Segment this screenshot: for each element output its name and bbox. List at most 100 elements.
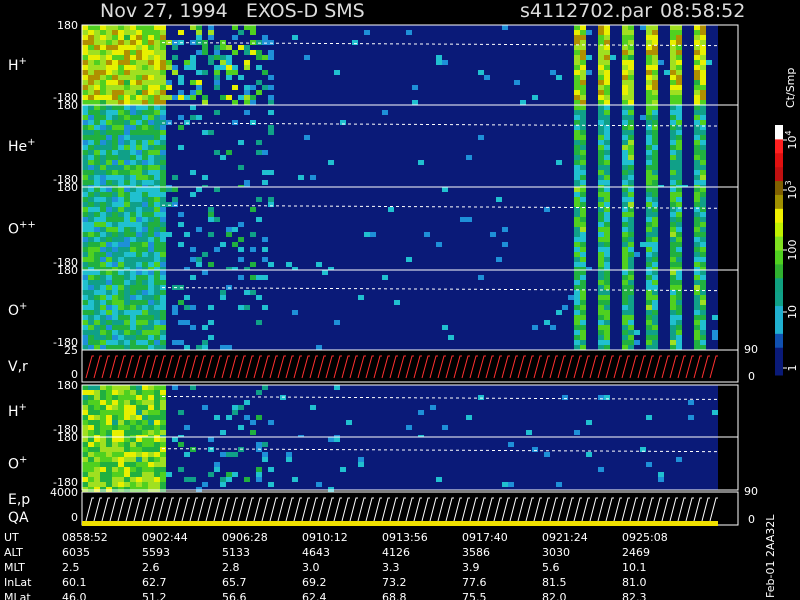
spectrogram-cell [628, 202, 634, 207]
panel-label: O+ [8, 455, 27, 473]
table-cell: 0913:56 [382, 531, 428, 544]
spectrogram-cell [694, 135, 700, 140]
spectrogram-cell [148, 290, 154, 295]
spectrogram-cell [124, 425, 130, 430]
spectrogram-cell [622, 237, 628, 242]
spectrogram-cell [676, 202, 682, 207]
spectrogram-cell [622, 35, 628, 40]
trace [101, 355, 110, 379]
trace [253, 497, 262, 522]
spectrogram-cell [652, 120, 658, 125]
spectrogram-cell [652, 270, 658, 275]
spectrogram-cell [112, 60, 118, 65]
spectrogram-cell [670, 135, 676, 140]
spectrogram-cell [118, 90, 124, 95]
spectrogram-cell [124, 197, 130, 202]
spectrogram-cell [670, 187, 676, 192]
spectrogram-cell [670, 270, 676, 275]
spectrogram-cell [628, 280, 634, 285]
spectrogram-cell [94, 165, 100, 170]
spectrogram-cell [100, 285, 106, 290]
spectrogram-cell [160, 425, 166, 430]
spectrogram-cell [700, 295, 706, 300]
spectrogram-cell [88, 105, 94, 110]
spectrogram-cell [160, 395, 166, 400]
spectrogram-cell [238, 45, 244, 50]
spectrogram-cell [220, 430, 226, 435]
spectrogram-cell [94, 45, 100, 50]
spectrogram-cell [670, 40, 676, 45]
spectrogram-cell [694, 95, 700, 100]
spectrogram-cell [124, 335, 130, 340]
spectrogram-cell [118, 180, 124, 185]
spectrogram-cell [208, 25, 214, 30]
spectrogram-cell [124, 95, 130, 100]
spectrogram-cell [652, 80, 658, 85]
spectrogram-cell [106, 280, 112, 285]
spectrogram-cell [190, 90, 196, 95]
spectrogram-cell [130, 437, 136, 442]
table-cell: 2.6 [142, 561, 160, 574]
spectrogram-cell [124, 415, 130, 420]
spectrogram-cell [628, 252, 634, 257]
spectrogram-cell [694, 80, 700, 85]
spectrogram-cell [118, 472, 124, 477]
spectrogram-cell [634, 340, 640, 345]
spectrogram-cell [256, 477, 262, 482]
colorbar-segment [775, 125, 783, 140]
spectrogram-cell [160, 290, 166, 295]
spectrogram-cell [94, 395, 100, 400]
spectrogram-cell [598, 207, 604, 212]
spectrogram-cell [136, 335, 142, 340]
spectrogram-cell [142, 390, 148, 395]
spectrogram-cell [676, 237, 682, 242]
trace [381, 497, 390, 522]
spectrogram-cell [622, 60, 628, 65]
spectrogram-cell [622, 290, 628, 295]
spectrogram-cell [88, 40, 94, 45]
spectrogram-cell [550, 325, 556, 330]
spectrogram-cell [646, 237, 652, 242]
spectrogram-cell [160, 100, 166, 105]
spectrogram-cell [130, 130, 136, 135]
spectrogram-cell [112, 135, 118, 140]
spectrogram-cell [622, 140, 628, 145]
spectrogram-cell [160, 207, 166, 212]
spectrogram-cell [82, 180, 88, 185]
table-cell: 77.6 [462, 576, 487, 589]
spectrogram-cell [580, 262, 586, 267]
spectrogram-cell [142, 125, 148, 130]
trace [109, 497, 118, 522]
spectrogram-cell [568, 295, 574, 300]
spectrogram-cell [268, 170, 274, 175]
spectrogram-cell [136, 120, 142, 125]
spectrogram-cell [94, 325, 100, 330]
spectrogram-cell [580, 80, 586, 85]
spectrogram-cell [112, 140, 118, 145]
spectrogram-cell [154, 462, 160, 467]
spectrogram-cell [250, 262, 256, 267]
spectrogram-cell [112, 75, 118, 80]
spectrogram-cell [604, 262, 610, 267]
spectrogram-cell [112, 180, 118, 185]
spectrogram-cell [190, 385, 196, 390]
spectrogram-cell [220, 65, 226, 70]
spectrogram-cell [160, 45, 166, 50]
spectrogram-cell [148, 187, 154, 192]
spectrogram-cell [574, 50, 580, 55]
spectrogram-cell [88, 462, 94, 467]
spectrogram-cell [148, 467, 154, 472]
spectrogram-cell [220, 60, 226, 65]
spectrogram-cell [694, 262, 700, 267]
spectrogram-cell [628, 227, 634, 232]
spectrogram-cell [220, 477, 226, 482]
spectrogram-cell [106, 85, 112, 90]
spectrogram-cell [646, 25, 652, 30]
spectrogram-cell [82, 320, 88, 325]
spectrogram-cell [580, 130, 586, 135]
tick-base: 10 [786, 305, 799, 319]
spectrogram-cell [202, 482, 208, 487]
spectrogram-cell [622, 110, 628, 115]
spectrogram-cell [328, 160, 334, 165]
spectrogram-cell [202, 95, 208, 100]
